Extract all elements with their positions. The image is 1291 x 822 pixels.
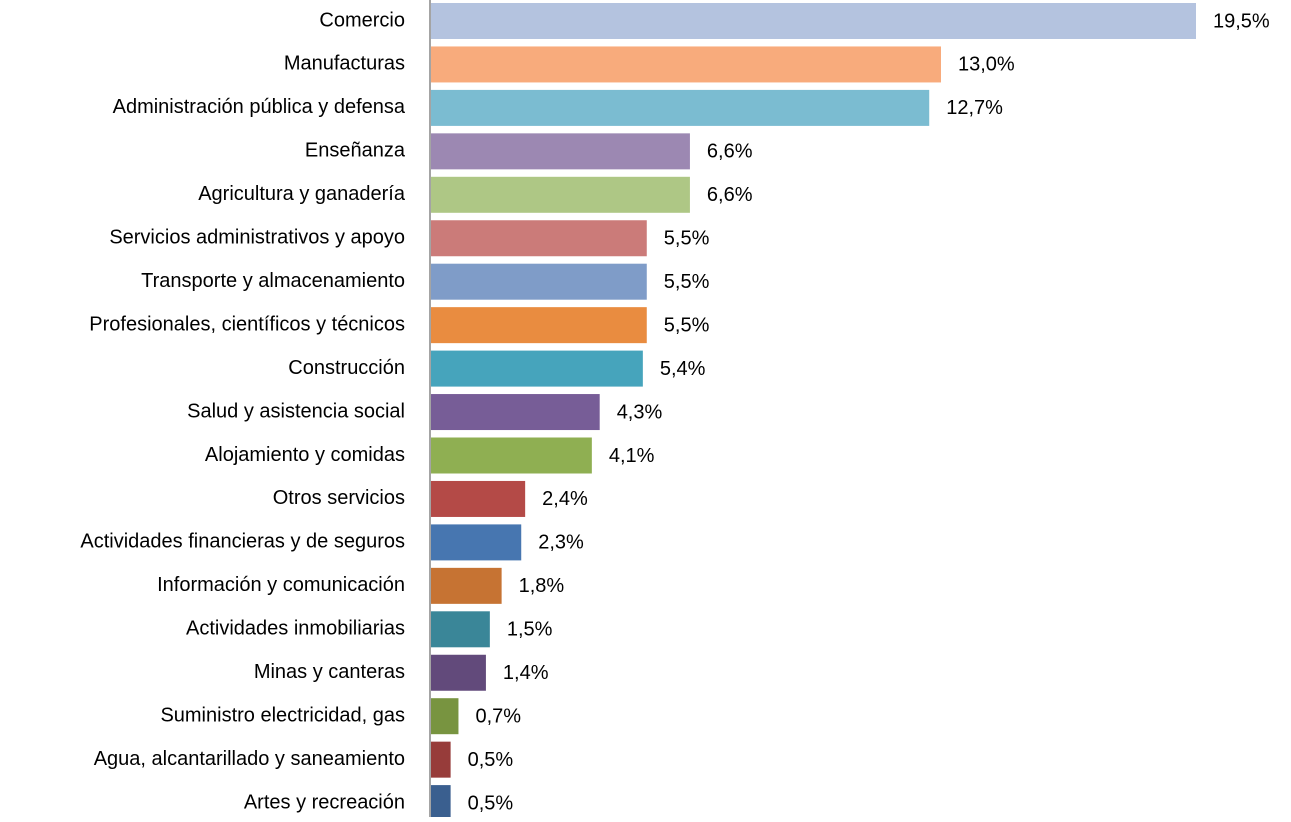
value-label: 2,4%	[542, 488, 588, 510]
bar	[431, 524, 522, 561]
category-label: Agricultura y ganadería	[198, 183, 406, 205]
bar	[431, 46, 941, 83]
category-label: Suministro electricidad, gas	[160, 704, 405, 726]
value-label: 0,5%	[468, 792, 514, 814]
bar	[431, 785, 451, 822]
category-label: Actividades inmobiliarias	[186, 618, 405, 640]
value-label: 5,5%	[664, 314, 710, 336]
bar	[431, 567, 502, 604]
value-label: 13,0%	[958, 54, 1015, 76]
value-label: 6,6%	[707, 141, 753, 163]
value-label: 2,3%	[538, 532, 584, 554]
bar	[431, 307, 647, 344]
bar	[431, 394, 600, 431]
bar	[431, 133, 690, 170]
value-label: 0,5%	[468, 749, 514, 771]
category-label: Otros servicios	[273, 487, 405, 509]
category-label: Comercio	[319, 9, 405, 31]
category-label: Construcción	[288, 357, 405, 379]
category-label: Alojamiento y comidas	[205, 444, 405, 466]
bar	[431, 437, 592, 474]
value-label: 1,5%	[507, 619, 553, 641]
bar	[431, 654, 486, 691]
bar	[431, 350, 643, 387]
category-label: Profesionales, científicos y técnicos	[89, 313, 405, 335]
value-label: 6,6%	[707, 184, 753, 206]
value-label: 1,4%	[503, 662, 549, 684]
category-label: Minas y canteras	[254, 661, 405, 683]
bar	[431, 263, 647, 300]
value-label: 5,5%	[664, 271, 710, 293]
category-label: Información y comunicación	[157, 574, 405, 596]
category-label: Enseñanza	[305, 140, 406, 162]
bar	[431, 176, 690, 213]
category-label: Servicios administrativos y apoyo	[109, 227, 405, 249]
category-label: Manufacturas	[284, 53, 405, 75]
bar	[431, 698, 459, 735]
bar	[431, 220, 647, 257]
bar	[431, 611, 490, 648]
bar	[431, 741, 451, 778]
value-label: 1,8%	[519, 575, 565, 597]
category-label: Salud y asistencia social	[187, 400, 405, 422]
value-label: 0,7%	[475, 705, 521, 727]
bar	[431, 89, 930, 126]
bar	[431, 3, 1196, 39]
bar	[431, 480, 526, 517]
value-label: 4,3%	[617, 401, 663, 423]
value-label: 4,1%	[609, 445, 655, 467]
category-label: Transporte y almacenamiento	[141, 270, 405, 292]
category-label: Actividades financieras y de seguros	[80, 531, 405, 553]
value-label: 5,4%	[660, 358, 706, 380]
category-label: Administración pública y defensa	[113, 96, 406, 118]
category-label: Artes y recreación	[244, 791, 405, 813]
value-label: 19,5%	[1213, 10, 1270, 32]
value-label: 5,5%	[664, 228, 710, 250]
category-label: Agua, alcantarillado y saneamiento	[94, 748, 405, 770]
value-label: 12,7%	[946, 97, 1003, 119]
